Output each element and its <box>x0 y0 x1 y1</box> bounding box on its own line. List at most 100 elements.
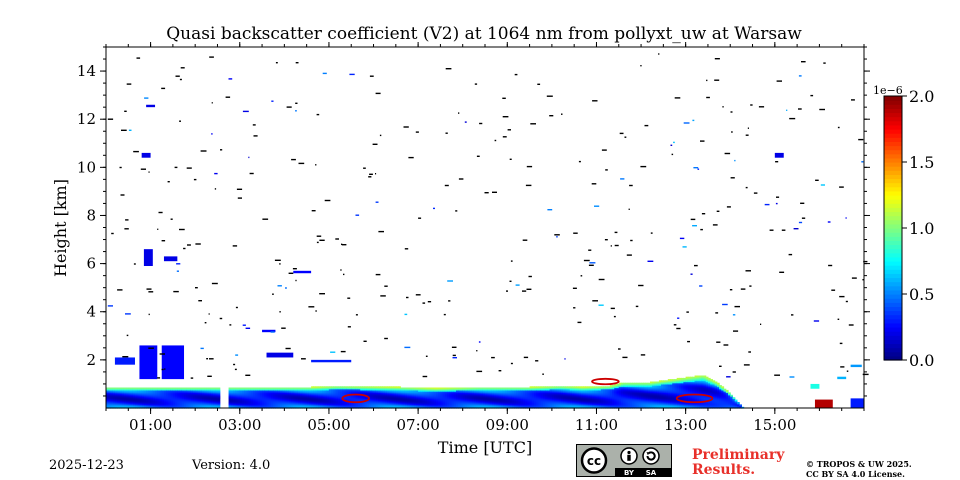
aerosol-cell <box>545 403 548 405</box>
aerosol-cell <box>324 396 328 398</box>
aerosol-cell <box>353 405 357 408</box>
aerosol-cell <box>650 389 653 392</box>
aerosol-cell <box>712 397 716 399</box>
aerosol-cell <box>594 387 597 390</box>
aerosol-cell <box>712 386 716 389</box>
aerosol-cell <box>634 388 638 391</box>
aerosol-cell <box>621 405 624 408</box>
aerosol-cell <box>335 389 339 392</box>
aerosol-cell <box>284 398 288 401</box>
aerosol-cell <box>643 403 647 405</box>
aerosol-cell <box>400 404 404 407</box>
aerosol-cell <box>618 404 622 407</box>
aerosol-cell <box>424 400 428 403</box>
aerosol-cell <box>679 380 682 383</box>
aerosol-cell <box>215 399 218 402</box>
aerosol-cell <box>130 388 134 391</box>
aerosol-cell <box>440 398 444 401</box>
aerosol-cell <box>424 392 428 395</box>
aerosol-cell <box>714 385 718 387</box>
aerosol-cell <box>208 391 212 393</box>
aerosol-cell <box>554 396 557 398</box>
aerosol-cell <box>598 400 602 403</box>
aerosol-cell <box>703 376 707 379</box>
aerosol-cell <box>135 394 138 397</box>
aerosol-cell <box>186 403 190 405</box>
aerosol-cell <box>282 399 285 402</box>
aerosol-cell <box>663 388 667 391</box>
aerosol-cell <box>645 386 649 389</box>
aerosol-cell <box>714 387 718 390</box>
aerosol-cell <box>507 391 511 393</box>
aerosol-cell <box>215 389 218 392</box>
aerosol-cell <box>712 383 716 386</box>
aerosol-cell <box>382 387 386 390</box>
aerosol-cell <box>257 388 261 391</box>
aerosol-cell <box>340 399 343 402</box>
aerosol-cell <box>576 394 580 397</box>
aerosol-cell <box>389 402 392 404</box>
aerosol-cell <box>663 385 667 387</box>
aerosol-cell <box>471 396 475 398</box>
aerosol-cell <box>496 405 499 408</box>
aerosol-cell <box>603 391 606 393</box>
aerosol-cell <box>204 403 207 405</box>
aerosol-cell <box>210 400 214 403</box>
aerosol-cell <box>362 388 366 391</box>
aerosol-cell <box>177 400 181 403</box>
aerosol-cell <box>453 400 457 403</box>
aerosol-cell <box>121 388 125 391</box>
aerosol-cell <box>108 400 111 403</box>
aerosol-cell <box>337 388 341 391</box>
aerosol-cell <box>297 400 301 403</box>
aerosol-cell <box>632 398 635 401</box>
aerosol-cell <box>266 404 270 407</box>
aerosol-cell <box>612 392 615 395</box>
aerosol-cell <box>565 405 569 408</box>
aerosol-cell <box>322 399 326 402</box>
aerosol-cell <box>369 397 372 399</box>
aerosol-cell <box>507 396 511 398</box>
aerosol-cell <box>128 387 132 390</box>
aerosol-cell <box>271 391 274 393</box>
aerosol-cell <box>268 394 272 397</box>
aerosol-cell <box>360 399 363 402</box>
aerosol-cell <box>585 396 589 398</box>
aerosol-cell <box>674 403 678 405</box>
aerosol-cell <box>357 392 361 395</box>
aerosol-cell <box>268 397 272 399</box>
aerosol-cell <box>527 402 531 404</box>
aerosol-cell <box>266 405 270 408</box>
aerosol-cell <box>192 402 196 404</box>
aerosol-cell <box>431 389 435 392</box>
aerosol-cell <box>286 394 290 397</box>
aerosol-cell <box>616 404 620 407</box>
aerosol-cell <box>509 391 513 393</box>
aerosol-cell <box>679 402 682 404</box>
aerosol-cell <box>418 389 421 392</box>
aerosol-cell <box>248 400 252 403</box>
aerosol-cell <box>199 397 203 399</box>
aerosol-cell <box>440 389 444 392</box>
aerosol-cell <box>369 404 372 407</box>
aerosol-cell <box>493 391 497 393</box>
aerosol-cell <box>545 392 548 395</box>
aerosol-cell <box>502 394 506 397</box>
aerosol-cell <box>335 393 339 396</box>
aerosol-cell <box>471 405 475 408</box>
aerosol-cell <box>300 387 303 390</box>
aerosol-cell <box>146 394 149 397</box>
aerosol-cell <box>641 404 644 407</box>
aerosol-cell <box>204 400 207 403</box>
aerosol-cell <box>402 396 406 398</box>
aerosol-cell <box>571 399 575 402</box>
aerosol-cell <box>199 402 203 404</box>
aerosol-cell <box>106 389 109 392</box>
aerosol-cell <box>117 404 120 407</box>
aerosol-cell <box>516 400 519 403</box>
aerosol-cell <box>135 397 138 399</box>
aerosol-cell <box>402 405 406 408</box>
aerosol-cell <box>621 396 624 398</box>
aerosol-cell <box>433 404 437 407</box>
aerosol-cell <box>656 398 660 401</box>
